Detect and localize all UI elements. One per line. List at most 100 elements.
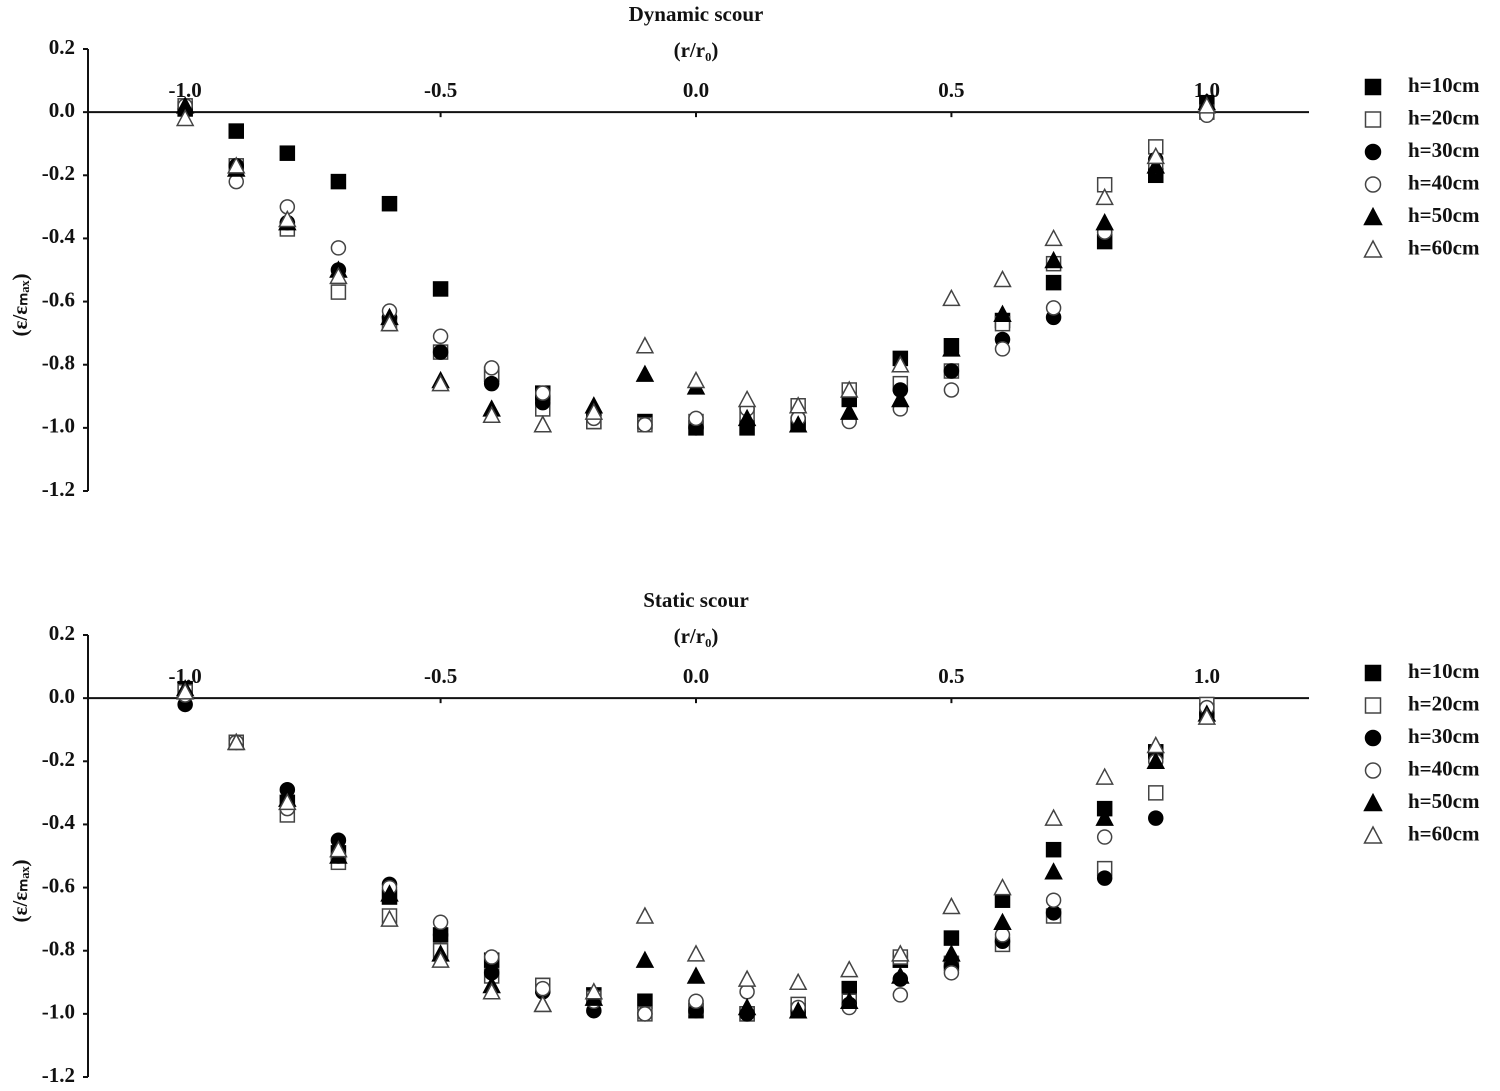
marker-triangle xyxy=(1044,862,1063,880)
marker-circle xyxy=(1364,762,1382,779)
x-tick-label: 0.5 xyxy=(938,78,964,102)
y-tick-label: -0.8 xyxy=(42,351,75,375)
marker-square xyxy=(279,145,296,161)
marker-triangle xyxy=(993,912,1012,931)
marker-circle xyxy=(432,328,449,345)
y-tick-label: -1.0 xyxy=(42,1000,75,1024)
marker-triangle xyxy=(1363,206,1383,226)
marker-triangle xyxy=(278,209,297,228)
marker-square xyxy=(1148,785,1164,801)
marker-triangle xyxy=(1044,228,1063,247)
marker-square xyxy=(943,930,960,946)
marker-triangle xyxy=(1095,808,1114,826)
marker-triangle xyxy=(686,966,706,984)
marker-triangle xyxy=(891,355,910,373)
marker-triangle xyxy=(737,408,757,427)
marker-triangle xyxy=(1363,239,1383,258)
legend-label: h=60cm xyxy=(1408,235,1480,259)
marker-triangle xyxy=(1044,250,1063,269)
marker-circle xyxy=(1045,300,1062,316)
legend-label: h=50cm xyxy=(1408,789,1480,813)
marker-triangle xyxy=(1146,146,1165,165)
marker-square xyxy=(1364,78,1382,96)
marker-triangle xyxy=(788,1001,808,1019)
legend-label: h=30cm xyxy=(1408,138,1480,162)
marker-triangle xyxy=(686,944,706,962)
marker-circle xyxy=(483,949,500,965)
y-tick-label: -0.8 xyxy=(42,937,75,961)
marker-triangle xyxy=(737,969,757,987)
y-tick-label: -0.2 xyxy=(42,161,75,185)
marker-triangle xyxy=(584,982,604,1000)
marker-triangle xyxy=(840,380,859,398)
marker-triangle xyxy=(431,374,450,392)
marker-triangle xyxy=(993,304,1012,322)
marker-triangle xyxy=(380,314,399,332)
marker-triangle xyxy=(278,792,297,811)
marker-circle xyxy=(432,914,449,931)
y-tick-label: -0.6 xyxy=(42,287,75,311)
marker-triangle xyxy=(635,950,655,968)
marker-circle xyxy=(637,416,653,433)
marker-triangle xyxy=(635,364,655,382)
marker-triangle xyxy=(1095,213,1114,231)
y-tick-label: -1.2 xyxy=(42,477,75,501)
marker-circle xyxy=(1096,870,1113,886)
marker-circle xyxy=(1364,143,1382,161)
marker-triangle xyxy=(175,108,195,127)
marker-square xyxy=(1045,841,1062,858)
y-tick-label: 0.2 xyxy=(49,621,75,645)
marker-triangle xyxy=(533,994,552,1013)
marker-triangle xyxy=(635,906,655,924)
marker-triangle xyxy=(1146,156,1165,174)
y-axis-label: (ε/εₘₐₓ) xyxy=(8,274,32,337)
marker-triangle xyxy=(942,288,961,307)
y-tick-label: 0.0 xyxy=(49,98,75,122)
y-tick-label: -1.0 xyxy=(42,414,75,438)
marker-triangle xyxy=(175,682,195,700)
legend-label: h=10cm xyxy=(1408,659,1480,683)
marker-triangle xyxy=(993,877,1012,896)
marker-square xyxy=(330,284,347,300)
marker-triangle xyxy=(482,982,501,1000)
chart-title: Static scour xyxy=(643,588,749,612)
marker-triangle xyxy=(1197,96,1217,114)
marker-circle xyxy=(535,980,551,997)
legend-label: h=10cm xyxy=(1408,73,1480,97)
y-tick-label: -1.2 xyxy=(42,1063,75,1087)
x-tick-label: 0.0 xyxy=(683,664,709,688)
marker-square xyxy=(1364,664,1382,682)
marker-circle xyxy=(432,344,449,360)
marker-square xyxy=(228,123,244,139)
y-tick-label: 0.2 xyxy=(49,35,75,59)
marker-triangle xyxy=(1363,792,1383,812)
marker-triangle xyxy=(993,269,1012,288)
marker-square xyxy=(1364,111,1382,128)
x-tick-label: 0.0 xyxy=(683,78,709,102)
marker-circle xyxy=(892,987,909,1003)
marker-triangle xyxy=(891,944,910,962)
marker-triangle xyxy=(891,389,910,408)
marker-square xyxy=(330,173,347,190)
legend-label: h=20cm xyxy=(1408,691,1480,715)
marker-triangle xyxy=(840,991,859,1009)
marker-triangle xyxy=(840,402,859,420)
x-tick-label: 1.0 xyxy=(1194,664,1220,688)
marker-square xyxy=(432,281,449,297)
marker-circle xyxy=(330,240,347,256)
marker-circle xyxy=(943,382,960,398)
x-tick-label: 0.5 xyxy=(938,664,964,688)
chart-title: Dynamic scour xyxy=(629,2,764,26)
marker-circle xyxy=(1364,176,1382,193)
legend-label: h=50cm xyxy=(1408,203,1480,227)
marker-triangle xyxy=(788,415,808,433)
marker-triangle xyxy=(635,336,655,354)
marker-triangle xyxy=(329,840,348,858)
marker-triangle xyxy=(1146,735,1165,754)
marker-circle xyxy=(688,993,704,1009)
marker-triangle xyxy=(686,370,706,389)
marker-triangle xyxy=(329,266,348,285)
marker-circle xyxy=(688,410,704,427)
marker-circle xyxy=(637,1006,653,1022)
marker-triangle xyxy=(891,966,910,984)
